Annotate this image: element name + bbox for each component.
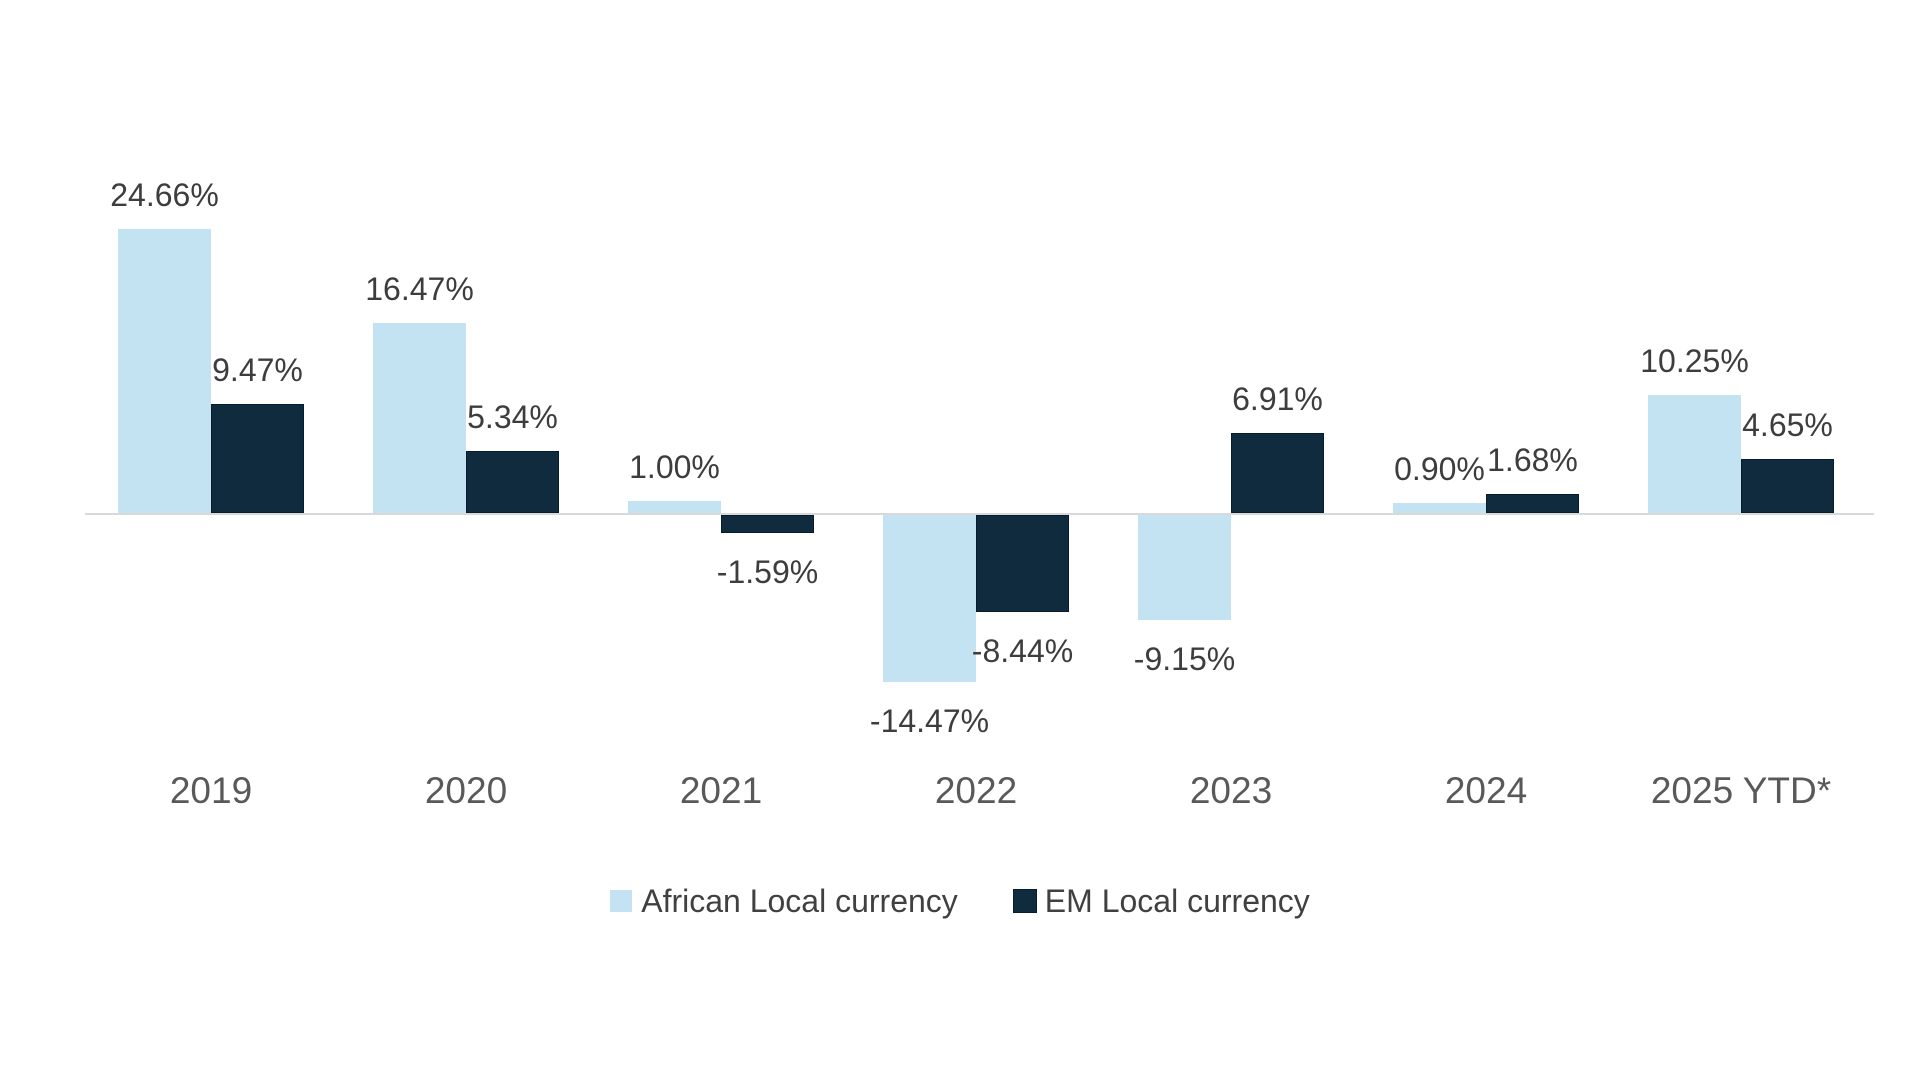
data-label-2020-em: 5.34% [467,399,558,435]
legend-item-african-local-currency: African Local currency [610,882,958,920]
bar-2019-em [211,404,304,513]
x-axis-zero-line [85,513,1874,515]
chart-legend: African Local currency EM Local currency [0,880,1920,922]
data-label-2023-em: 6.91% [1232,381,1323,417]
em-local-currency-swatch-icon [1012,889,1037,913]
bar-2021-african [628,501,721,513]
category-label-2021: 2021 [679,770,763,811]
bar-2019-african [118,229,211,513]
legend-item-em-local-currency: EM Local currency [1012,882,1310,920]
category-label-2020: 2020 [424,770,508,811]
data-label-2021-african: 1.00% [629,449,720,485]
bar-2024-em [1486,494,1579,513]
bar-2025-ytd-em [1741,459,1834,513]
data-label-2024-african: 0.90% [1394,451,1485,487]
data-label-2022-african: -14.47% [869,703,990,739]
data-label-2019-em: 9.47% [212,352,303,388]
bar-2022-em [976,515,1069,612]
category-label-2023: 2023 [1189,770,1273,811]
bar-2024-african [1393,503,1486,513]
category-label-2022: 2022 [934,770,1018,811]
data-label-2023-african: -9.15% [1133,641,1236,677]
data-label-2019-african: 24.66% [110,177,219,213]
category-label-2019: 2019 [169,770,253,811]
african-local-currency-swatch-icon [610,890,633,912]
em-local-currency-legend-label: EM Local currency [1044,883,1310,919]
data-label-2020-african: 16.47% [365,271,474,307]
data-label-2025-ytd-african: 10.25% [1640,343,1749,379]
bar-2020-em [466,451,559,513]
bar-2025-ytd-african [1648,395,1741,513]
data-label-2022-em: -8.44% [971,633,1074,669]
bar-2020-african [373,323,466,513]
data-label-2025-ytd-em: 4.65% [1742,407,1833,443]
bar-2021-em [721,515,814,533]
data-label-2021-em: -1.59% [716,554,819,590]
african-local-currency-legend-label: African Local currency [641,883,958,919]
bar-2022-african [883,515,976,682]
category-label-2024: 2024 [1444,770,1528,811]
category-label-2025-ytd: 2025 YTD* [1650,770,1832,811]
bar-2023-em [1231,433,1324,513]
bar-2023-african [1138,515,1231,620]
data-label-2024-em: 1.68% [1487,442,1578,478]
